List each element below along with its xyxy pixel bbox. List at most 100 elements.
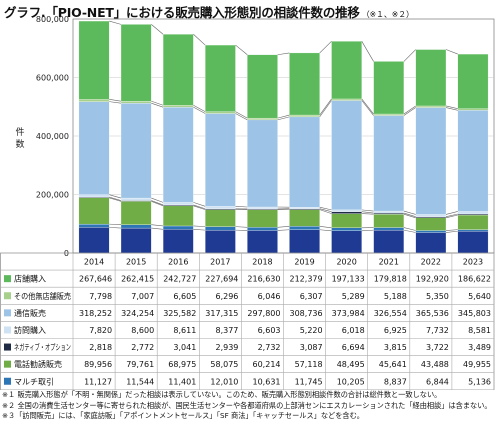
bar-segment: [205, 206, 236, 209]
footnotes: ※１ 販売購入形態が「不明・無関係」だった相談は表示していない。このため、販売購…: [2, 390, 498, 422]
bar-segment: [331, 41, 362, 100]
bar-segment: [120, 103, 152, 199]
bar-segment: [415, 105, 447, 108]
bar-segment: [205, 229, 236, 254]
series-connector: [109, 101, 122, 104]
data-label: 6,046: [258, 292, 281, 301]
bar-segment: [78, 20, 110, 100]
x-tick-label: 2018: [252, 258, 272, 267]
series-connector: [235, 111, 248, 119]
data-label: 6,296: [215, 292, 238, 301]
series-connector: [403, 213, 416, 219]
data-label: 6,018: [342, 326, 365, 335]
x-tick-label: 2015: [126, 258, 146, 267]
bar-segment: [415, 230, 447, 233]
legend-label: 訪問購入: [14, 325, 46, 335]
series-connector: [193, 106, 206, 114]
bar-segment: [78, 197, 110, 225]
data-label: 8,581: [468, 326, 491, 335]
bar-segment: [415, 232, 447, 254]
data-label: 7,798: [89, 292, 112, 301]
data-label: 2,772: [131, 343, 154, 352]
data-label: 8,377: [215, 326, 238, 335]
bar-segment: [247, 209, 278, 228]
bar-segment: [373, 227, 405, 231]
bar-segment: [373, 214, 405, 228]
bar-segment: [457, 110, 489, 212]
series-connector: [235, 226, 248, 228]
data-label: 3,489: [468, 343, 491, 352]
bar-segment: [162, 229, 194, 254]
bar-segment: [78, 101, 110, 195]
series-connector: [193, 202, 206, 207]
data-label: 308,736: [290, 309, 323, 318]
bar-segment: [331, 213, 362, 228]
bar-segment: [247, 230, 278, 254]
series-connector: [235, 44, 248, 55]
data-label: 6,307: [300, 292, 323, 301]
data-label: 5,350: [426, 292, 449, 301]
series-connector: [277, 116, 290, 121]
data-label: 5,220: [300, 326, 323, 335]
series-connector: [277, 226, 290, 228]
bar-segment: [162, 202, 194, 206]
series-connector: [151, 201, 164, 207]
series-connector: [403, 210, 416, 215]
legend-swatch: [4, 326, 11, 334]
data-label: 192,920: [416, 275, 449, 284]
bar-segment: [415, 216, 447, 218]
data-label: 6,694: [342, 343, 365, 352]
data-label: 318,252: [79, 309, 112, 318]
data-label: 297,800: [247, 309, 280, 318]
bar-segment: [373, 115, 405, 212]
y-tick-label: 400,000: [36, 132, 69, 141]
data-label: 267,646: [79, 275, 112, 284]
data-label: 12,010: [210, 377, 238, 386]
y-tick-label: 200,000: [36, 191, 69, 200]
bar-segment: [78, 223, 110, 228]
bar-segment: [331, 98, 362, 101]
bar-segment: [120, 201, 152, 225]
series-connector: [109, 227, 122, 229]
series-connector: [151, 227, 164, 230]
series-connector: [109, 223, 122, 226]
bar-segment: [289, 114, 320, 118]
x-tick-label: 2014: [84, 258, 104, 267]
data-label: 7,820: [89, 326, 112, 335]
series-connector: [361, 229, 374, 232]
data-label: 373,984: [332, 309, 365, 318]
series-connector: [403, 105, 416, 115]
data-label: 326,554: [374, 309, 407, 318]
bar-segment: [457, 53, 489, 109]
legend-label: 店舗購入: [14, 274, 46, 284]
x-tick-label: 2022: [421, 258, 441, 267]
data-label: 324,254: [121, 309, 154, 318]
series-connector: [445, 105, 458, 109]
bar-segment: [457, 211, 489, 215]
series-connector: [193, 229, 206, 231]
data-label: 58,075: [210, 360, 238, 369]
data-label: 60,214: [253, 360, 281, 369]
series-connector: [403, 227, 416, 231]
data-label: 2,939: [215, 343, 238, 352]
bar-segment: [457, 213, 489, 216]
series-connector: [361, 211, 374, 214]
series-connector: [319, 229, 332, 232]
data-label: 45,641: [379, 360, 407, 369]
data-label: 11,745: [295, 377, 323, 386]
x-tick-label: 2021: [379, 258, 399, 267]
data-label: 89,956: [84, 360, 112, 369]
series-connector: [361, 98, 374, 115]
series-connector: [403, 49, 416, 62]
series-connector: [319, 226, 332, 229]
data-label: 227,694: [205, 275, 238, 284]
stacked-bar-chart: 0 200,000 400,000 600,000 800,000 件数 2014 2015 2…: [0, 15, 495, 390]
x-tick-label: 2017: [210, 258, 230, 267]
legend-swatch: [4, 360, 11, 368]
bar-segment: [162, 205, 194, 227]
bar-segment: [205, 111, 236, 114]
data-label: 11,544: [126, 377, 154, 386]
bar-segment: [78, 99, 110, 102]
data-label: 5,640: [468, 292, 491, 301]
data-label: 212,379: [290, 275, 323, 284]
